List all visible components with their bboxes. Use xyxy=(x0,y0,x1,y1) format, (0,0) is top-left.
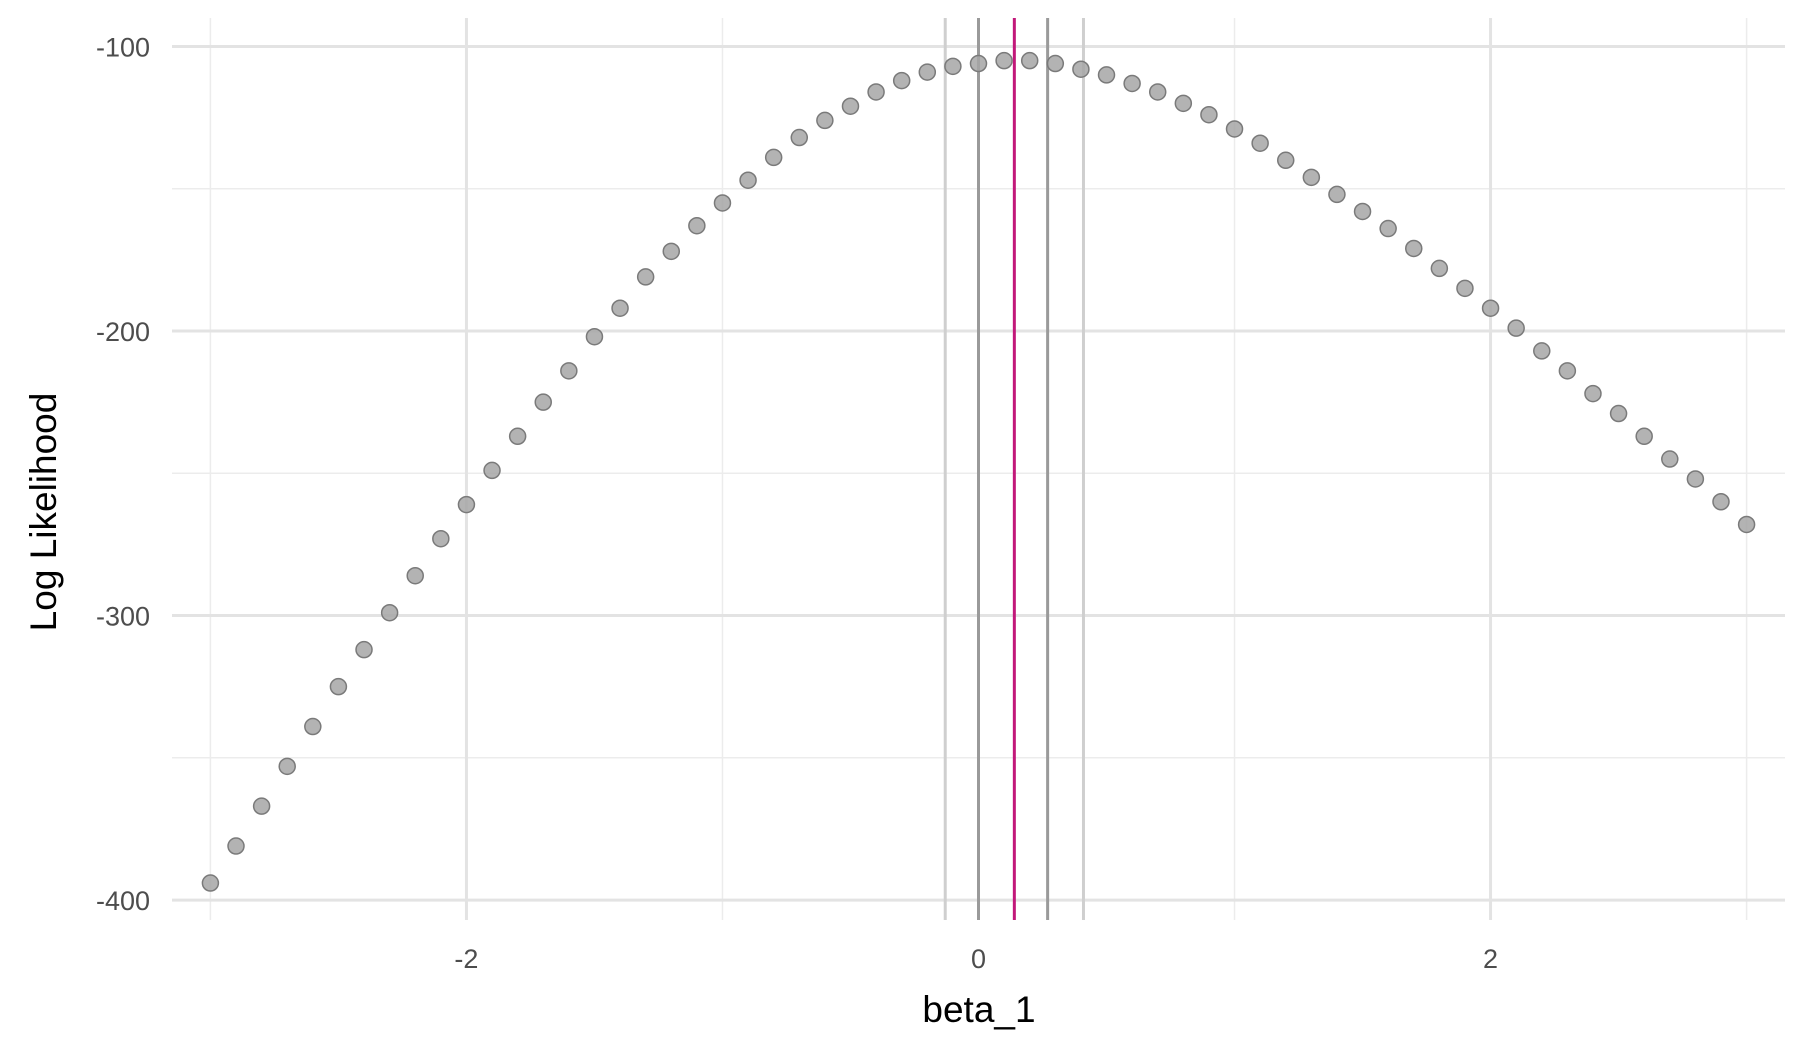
data-point xyxy=(688,216,706,235)
data-point xyxy=(585,327,604,346)
data-point xyxy=(1609,404,1628,423)
data-point xyxy=(739,171,757,189)
data-point xyxy=(790,128,809,147)
y-tick-label: -400 xyxy=(96,886,150,916)
data-point xyxy=(867,83,885,101)
data-point xyxy=(1507,319,1525,337)
data-point xyxy=(1123,74,1141,93)
data-point xyxy=(483,461,501,480)
data-point xyxy=(1225,120,1244,138)
data-point xyxy=(1533,342,1551,360)
data-point xyxy=(534,393,552,411)
data-point xyxy=(278,757,296,776)
data-point xyxy=(1379,219,1397,238)
data-point xyxy=(1584,384,1602,403)
y-tick-labels: -100 -200 -300 -400 xyxy=(96,32,150,916)
y-tick-label: -300 xyxy=(96,602,150,632)
x-tick-label: -2 xyxy=(454,944,478,974)
x-tick-label: 0 xyxy=(971,944,986,974)
data-point xyxy=(227,837,245,855)
data-point xyxy=(1712,492,1730,511)
data-point xyxy=(1072,60,1090,78)
data-point xyxy=(380,603,399,622)
data-point xyxy=(1353,202,1372,221)
data-point xyxy=(1661,450,1679,468)
data-point xyxy=(252,797,271,815)
data-point xyxy=(432,529,450,548)
reference-lines xyxy=(943,18,1085,920)
data-point xyxy=(560,362,578,380)
data-point xyxy=(1686,470,1705,488)
data-point xyxy=(304,717,322,736)
data-point xyxy=(1097,66,1116,84)
data-point xyxy=(1737,515,1756,534)
data-point xyxy=(508,427,527,446)
data-point xyxy=(1276,151,1295,170)
data-point xyxy=(713,194,732,212)
data-points xyxy=(201,51,1756,892)
y-tick-label: -200 xyxy=(96,317,150,347)
data-point xyxy=(1148,83,1167,101)
data-point xyxy=(995,51,1013,70)
data-point xyxy=(355,640,373,659)
data-point xyxy=(1302,168,1321,187)
y-tick-label: -100 xyxy=(96,32,150,62)
x-tick-label: 2 xyxy=(1483,944,1498,974)
data-point xyxy=(892,71,911,90)
data-point xyxy=(1456,279,1474,298)
data-point xyxy=(201,874,220,892)
x-axis-title: beta_1 xyxy=(922,989,1035,1030)
data-point xyxy=(636,268,655,286)
data-point xyxy=(662,242,681,261)
data-point xyxy=(611,299,629,317)
data-point xyxy=(1046,54,1065,73)
data-point xyxy=(1430,259,1449,278)
data-point xyxy=(841,97,860,115)
data-point xyxy=(1174,94,1193,113)
data-point xyxy=(1020,51,1039,70)
data-point xyxy=(329,677,348,696)
x-tick-labels: -2 0 2 xyxy=(454,944,1498,974)
data-point xyxy=(944,57,962,76)
data-point xyxy=(1481,299,1500,317)
data-point xyxy=(918,63,937,81)
data-point xyxy=(764,148,783,167)
data-point xyxy=(816,111,834,130)
y-axis-title: Log Likelihood xyxy=(23,393,64,632)
data-point xyxy=(1558,362,1577,380)
data-point xyxy=(969,54,988,73)
data-point xyxy=(406,566,424,585)
data-point xyxy=(1251,134,1269,152)
data-point xyxy=(1200,105,1218,124)
data-point xyxy=(1328,185,1346,204)
data-point xyxy=(1405,239,1423,258)
data-point xyxy=(1635,427,1653,446)
data-point xyxy=(457,495,476,514)
